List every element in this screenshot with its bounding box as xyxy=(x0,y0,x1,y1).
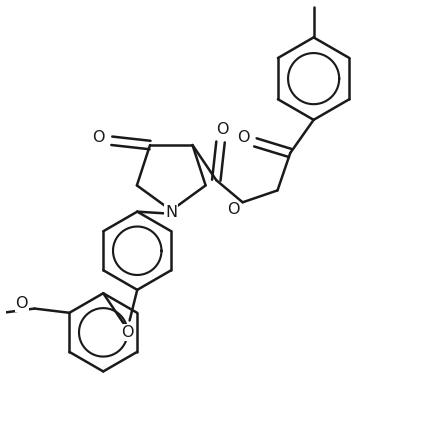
Text: O: O xyxy=(237,130,250,145)
Text: O: O xyxy=(216,122,229,137)
Text: O: O xyxy=(16,296,28,311)
Text: O: O xyxy=(121,325,134,340)
Text: O: O xyxy=(92,130,104,145)
Text: O: O xyxy=(227,202,239,218)
Text: N: N xyxy=(165,205,177,220)
